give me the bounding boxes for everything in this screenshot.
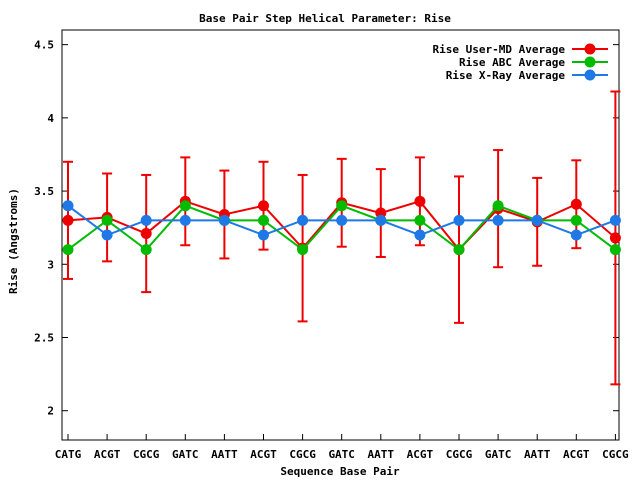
data-point [570, 214, 582, 226]
x-tick-label: ACGT [407, 448, 434, 461]
data-point [297, 244, 309, 256]
data-point [609, 244, 621, 256]
data-point [101, 229, 113, 241]
data-point [62, 214, 74, 226]
y-tick-label: 3 [47, 258, 54, 271]
x-tick-label: CGCG [602, 448, 629, 461]
x-tick-label: ACGT [563, 448, 590, 461]
data-point [140, 244, 152, 256]
data-point [140, 228, 152, 240]
x-tick-label: GATC [328, 448, 355, 461]
legend-marker [584, 69, 596, 81]
data-point [453, 244, 465, 256]
data-point [336, 200, 348, 212]
legend-marker [584, 56, 596, 68]
chart-title: Base Pair Step Helical Parameter: Rise [199, 12, 451, 25]
x-tick-label: AATT [368, 448, 395, 461]
x-tick-label: CATG [55, 448, 82, 461]
data-point [414, 229, 426, 241]
x-tick-label: AATT [211, 448, 238, 461]
y-axis-label: Rise (Angstroms) [7, 188, 20, 294]
y-tick-label: 2 [47, 405, 54, 418]
y-tick-label: 4 [47, 112, 54, 125]
y-tick-label: 4.5 [34, 39, 54, 52]
legend-label: Rise X-Ray Average [446, 69, 566, 82]
legend-label: Rise User-MD Average [433, 43, 566, 56]
data-point [375, 214, 387, 226]
data-point [140, 214, 152, 226]
data-point [62, 244, 74, 256]
x-tick-label: GATC [485, 448, 512, 461]
data-point [609, 214, 621, 226]
data-point [62, 200, 74, 212]
data-point [297, 214, 309, 226]
legend-label: Rise ABC Average [459, 56, 565, 69]
data-point [492, 200, 504, 212]
plot-area [62, 90, 621, 386]
data-point [570, 229, 582, 241]
data-point [218, 214, 230, 226]
data-point [258, 229, 269, 241]
x-axis: CATG ACGT CGCG GATC AATT ACGT CGCG GATC AATT ACGT… [55, 434, 629, 461]
x-tick-label: AATT [524, 448, 551, 461]
legend-marker [584, 43, 596, 55]
data-point [414, 214, 426, 226]
data-point [179, 200, 191, 212]
data-point [258, 214, 269, 226]
y-axis: 2 2.5 3 3.5 4 4.5 [34, 39, 619, 418]
data-point [179, 214, 191, 226]
data-point [531, 214, 543, 226]
data-point [336, 214, 348, 226]
data-point [492, 214, 504, 226]
data-point [453, 214, 465, 226]
data-point [258, 200, 269, 212]
x-tick-label: CGCG [446, 448, 473, 461]
y-tick-label: 2.5 [34, 332, 54, 345]
x-tick-label: GATC [172, 448, 199, 461]
data-point [609, 232, 621, 244]
x-tick-label: ACGT [94, 448, 121, 461]
x-tick-label: CGCG [289, 448, 316, 461]
data-point [414, 195, 426, 207]
x-tick-label: ACGT [250, 448, 277, 461]
x-axis-label: Sequence Base Pair [280, 465, 400, 478]
x-tick-label: CGCG [133, 448, 160, 461]
y-tick-label: 3.5 [34, 185, 54, 198]
data-point [570, 198, 582, 210]
data-point [101, 214, 113, 226]
